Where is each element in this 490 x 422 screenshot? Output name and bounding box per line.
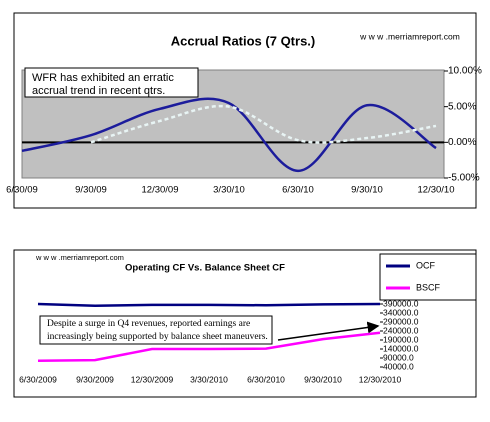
annotation-text: accrual trend in recent qtrs. [32,85,165,97]
series-line [37,302,381,308]
y-tick-label: 340000.0 [383,307,419,317]
x-tick-label: 6/30/10 [282,185,314,196]
y-tick-label: 390000.0 [383,298,419,308]
x-tick-label: 12/30/2010 [359,374,402,384]
x-tick-label: 12/30/10 [418,185,455,196]
series-line [37,331,381,362]
series-line [90,104,437,144]
x-tick-label: 9/30/09 [75,185,107,196]
y-tick-label: 290000.0 [383,316,419,326]
y-tick-label: 5.00% [448,101,476,112]
x-tick-label: 6/30/2010 [247,374,285,384]
y-tick-label: 240000.0 [383,325,419,335]
x-tick-label: 12/30/2009 [131,374,174,384]
x-tick-label: 9/30/10 [351,185,383,196]
x-tick-label: 6/30/2009 [19,374,57,384]
source: w w w .merriamreport.com [35,253,124,262]
chart-title: Operating CF Vs. Balance Sheet CF [125,263,285,274]
x-tick-label: 12/30/09 [142,185,179,196]
x-tick-label: 3/30/2010 [190,374,228,384]
x-tick-label: 3/30/10 [213,185,245,196]
y-tick-label: 140000.0 [383,343,419,353]
source: w w w .merriamreport.com [359,31,460,41]
legend-label: OCF [416,260,436,270]
y-tick-label: 90000.0 [383,352,414,362]
y-tick-label: 190000.0 [383,334,419,344]
annotation-text: WFR has exhibited an erratic [32,72,174,84]
annotation-text: increasingly being supported by balance … [47,332,268,342]
annotation-box [39,315,273,345]
legend-label: BSCF [416,282,441,292]
y-tick-label: 0.00% [448,137,476,148]
y-tick-label: -5.00% [448,173,480,184]
annotation-arrow [277,321,380,341]
annotation-box [24,67,199,98]
x-tick-label: 6/30/09 [6,185,38,196]
y-tick-label: 40000.0 [383,361,414,371]
y-tick-label: 10.00% [448,66,482,77]
annotation-text: Despite a surge in Q4 revenues, reported… [47,319,250,329]
x-tick-label: 9/30/2009 [76,374,114,384]
legend-box [379,253,477,301]
chart-title: Accrual Ratios (7 Qtrs.) [171,33,316,48]
series-line [21,97,437,173]
x-tick-label: 9/30/2010 [304,374,342,384]
